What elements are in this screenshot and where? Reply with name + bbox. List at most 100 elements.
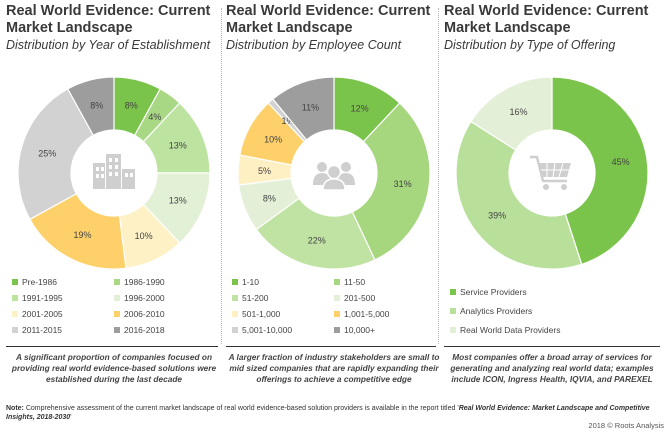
legend-swatch [334,327,340,333]
legend-swatch [450,308,456,314]
legend-item-501-1-000: 501-1,000 [232,308,280,320]
legend-swatch [450,289,456,295]
legend-item-1991-1995: 1991-1995 [12,292,63,304]
donut-chart-establishment: 8% 4% 13% 13% 10% 19% 25% 8% [17,76,211,270]
chart-panel-employees: Real World Evidence: Current Market Land… [226,0,442,384]
copyright-credit: 2018 © Roots Analysis [588,421,664,430]
caption-divider [444,346,660,347]
caption-establishment: A significant proportion of companies fo… [11,352,217,384]
legend-swatch [450,327,456,333]
legend-swatch [232,295,238,301]
chart-panel-offering: Real World Evidence: Current Market Land… [444,0,660,384]
chart-subtitle: Distribution by Type of Offering [444,38,616,52]
slice-value-label: 4% [148,112,161,122]
legend-swatch [334,295,340,301]
legend-label: 2011-2015 [22,325,63,335]
slice-value-label: 1% [282,116,295,126]
legend-swatch [232,279,238,285]
footnote-text: Comprehensive assessment of the current … [25,405,459,412]
legend-item-201-500: 201-500 [334,292,375,304]
slice-value-label: 31% [394,179,412,189]
legend-label: 1986-1990 [124,277,165,287]
legend-swatch [232,311,238,317]
legend-item-2011-2015: 2011-2015 [12,324,62,336]
slice-value-label: 8% [125,101,138,111]
donut-slice-11-50 [351,102,431,261]
donut-slice-real-world-data-providers [470,76,553,151]
slice-value-label: 10% [264,135,282,145]
slice-value-label: 13% [169,196,187,206]
footnote: Note: Comprehensive assessment of the cu… [6,404,666,422]
donut-chart-employees: 12% 31% 22% 8% 5% 10%1% 11% [237,76,431,270]
legend-swatch [114,311,120,317]
slice-value-label: 12% [351,103,369,113]
slice-value-label: 8% [90,101,103,111]
slice-value-label: 11% [302,103,319,113]
chart-panel-establishment: Real World Evidence: Current Market Land… [6,0,222,384]
slice-value-label: 8% [263,194,276,204]
donut-chart-offering: 45% 39% 16% [455,76,649,270]
legend-label: 5,001-10,000 [242,325,293,335]
slice-value-label: 45% [612,157,630,167]
legend-item-2001-2005: 2001-2005 [12,308,63,320]
legend-swatch [232,327,238,333]
legend-swatch [334,279,340,285]
donut-slice-2006-2010 [29,192,127,270]
legend-label: 2001-2005 [22,309,63,319]
legend-item-service-providers: Service Providers [450,286,527,298]
chart-title: Real World Evidence: Current Market Land… [6,3,211,36]
chart-title: Real World Evidence: Current Market Land… [226,3,431,36]
legend-label: Service Providers [460,287,527,297]
legend-swatch [114,295,120,301]
legend-label: Analytics Providers [460,306,533,316]
legend-label: 11-50 [344,277,366,287]
shopping-cart-icon [530,155,571,190]
legend-swatch [114,279,120,285]
legend-label: Pre-1986 [22,277,57,287]
legend-item-1986-1990: 1986-1990 [114,276,165,288]
slice-value-label: 5% [258,166,271,176]
legend-item-1-001-5-000: 1,001-5,000 [334,308,389,320]
donut-slice-51-200 [255,197,376,270]
legend-swatch [12,327,18,333]
legend-item-1996-2000: 1996-2000 [114,292,165,304]
slice-value-label: 16% [510,107,528,117]
chart-subtitle: Distribution by Employee Count [226,38,402,52]
caption-offering: Most companies offer a broad array of se… [450,352,654,384]
legend-item-51-200: 51-200 [232,292,268,304]
legend-item-11-50: 11-50 [334,276,365,288]
legend-label: 1991-1995 [22,293,63,303]
legend-item-real-world-data-providers: Real World Data Providers [450,324,560,336]
legend-label: 201-500 [344,293,376,303]
buildings-icon [93,154,135,189]
footnote-suffix: ' [70,414,72,421]
donut-slice-2011-2015 [17,88,95,221]
legend-swatch [12,279,18,285]
slice-value-label: 10% [135,231,153,241]
panel-divider [221,8,222,344]
legend-item-pre-1986: Pre-1986 [12,276,57,288]
legend-item-1-10: 1-10 [232,276,259,288]
legend-label: 2016-2018 [124,325,165,335]
legend-label: 1996-2000 [124,293,165,303]
slice-value-label: 19% [73,230,91,240]
legend-swatch [114,327,120,333]
donut-slice-service-providers [551,76,649,266]
slice-value-label: 22% [308,235,326,245]
caption-divider [226,346,436,347]
legend-label: 51-200 [242,293,269,303]
legend-label: 1,001-5,000 [344,309,390,319]
legend-swatch [12,295,18,301]
people-icon [313,162,355,191]
donut-slice-10-000 [271,76,335,141]
legend-label: 501-1,000 [242,309,281,319]
legend-item-analytics-providers: Analytics Providers [450,305,532,317]
legend-item-2006-2010: 2006-2010 [114,308,165,320]
chart-title: Real World Evidence: Current Market Land… [444,3,649,36]
chart-subtitle: Distribution by Year of Establishment [6,38,211,52]
panel-divider [438,8,439,344]
donut-slice-analytics-providers [455,120,583,270]
slice-value-label: 39% [488,211,506,221]
donut-slice-2016-2018 [66,76,115,137]
footnote-report-title: Real World Evidence: Market Landscape an… [6,405,650,421]
